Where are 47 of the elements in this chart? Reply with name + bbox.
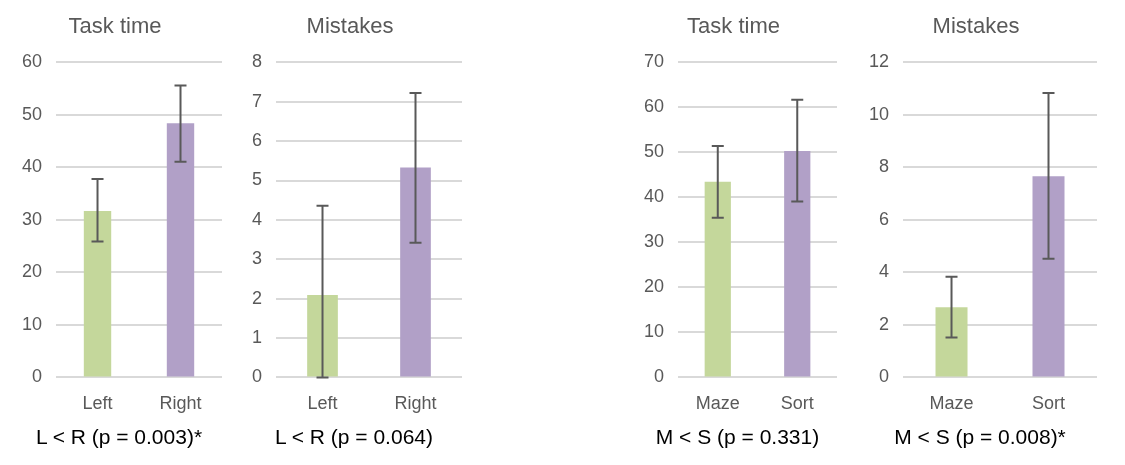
x-tick-label: Left — [307, 393, 338, 414]
y-tick-label: 50 — [21, 103, 43, 124]
y-tick-label: 20 — [643, 276, 665, 297]
text: M < S (p = 0.008)* — [894, 425, 1066, 449]
y-tick-label: 30 — [21, 208, 43, 229]
y-tick-label: 7 — [252, 90, 263, 111]
text: L < R (p = 0.064) — [275, 425, 433, 449]
y-tick-label: 0 — [879, 366, 890, 387]
y-tick-label: 10 — [868, 103, 890, 124]
y-tick-label: 2 — [879, 313, 890, 334]
y-tick-label: 40 — [21, 156, 43, 177]
y-tick-label: 8 — [252, 51, 263, 72]
y-tick-label: 30 — [643, 231, 665, 252]
y-tick-label: 0 — [252, 366, 263, 387]
y-tick-label: 12 — [868, 51, 890, 72]
y-tick-label: 1 — [252, 326, 263, 347]
x-tick-label: Right — [394, 393, 437, 414]
y-tick-label: 50 — [643, 141, 665, 162]
y-tick-label: 60 — [643, 96, 665, 117]
chart-title: Task time — [687, 13, 780, 39]
y-tick-label: 4 — [252, 208, 263, 229]
y-tick-label: 40 — [643, 186, 665, 207]
chart-title: Mistakes — [932, 13, 1020, 39]
y-tick-label: 6 — [879, 208, 890, 229]
y-tick-label: 4 — [879, 261, 890, 282]
y-tick-label: 10 — [643, 321, 665, 342]
x-tick-label: Right — [159, 393, 202, 414]
x-tick-label: Maze — [695, 393, 740, 414]
text: L < R (p = 0.003)* — [35, 425, 203, 449]
y-tick-label: 10 — [21, 313, 43, 334]
y-tick-label: 0 — [32, 366, 43, 387]
y-tick-label: 5 — [252, 169, 263, 190]
y-tick-label: 20 — [21, 261, 43, 282]
x-tick-label: Sort — [780, 393, 814, 414]
y-tick-label: 60 — [21, 51, 43, 72]
x-tick-label: Left — [82, 393, 113, 414]
chart-title: Task time — [68, 13, 162, 39]
y-tick-label: 8 — [879, 156, 890, 177]
chart-title: Mistakes — [306, 13, 394, 39]
x-tick-label: Sort — [1032, 393, 1066, 414]
y-tick-label: 70 — [643, 51, 665, 72]
text: M < S (p = 0.331) — [655, 425, 820, 449]
y-tick-label: 6 — [252, 130, 263, 151]
y-tick-label: 3 — [252, 248, 263, 269]
x-tick-label: Maze — [929, 393, 974, 414]
y-tick-label: 2 — [252, 287, 263, 308]
y-tick-label: 0 — [654, 366, 665, 387]
